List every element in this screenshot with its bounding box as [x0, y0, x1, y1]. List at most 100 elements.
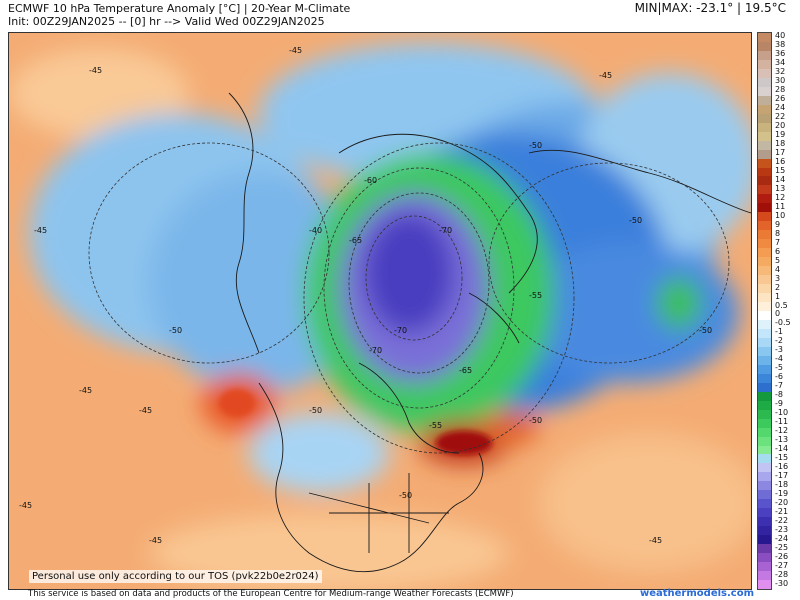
color-scale-swatch	[758, 95, 771, 106]
color-scale-label: -9	[775, 399, 783, 409]
color-scale-swatch	[758, 59, 771, 70]
color-scale-label: 4	[775, 264, 781, 274]
color-scale-swatch	[758, 33, 771, 43]
color-scale-label: 19	[775, 130, 786, 140]
color-scale-label: 9	[775, 219, 781, 229]
color-scale-label: 13	[775, 183, 786, 193]
color-scale-swatch	[758, 364, 771, 375]
contour-label: -45	[19, 501, 32, 510]
color-scale-bar	[757, 32, 772, 590]
color-scale-swatch	[758, 526, 771, 536]
color-scale-swatch	[758, 284, 771, 294]
color-scale-swatch	[758, 472, 771, 482]
color-scale-label: 17	[775, 148, 786, 158]
color-scale-swatch	[758, 562, 771, 572]
color-scale-swatch	[758, 68, 771, 79]
tos-note: Personal use only according to our TOS (…	[29, 570, 322, 583]
color-scale-label: -18	[775, 479, 789, 489]
color-scale-swatch	[758, 230, 771, 240]
contour-label: -65	[459, 366, 472, 375]
contour-label: -45	[79, 386, 92, 395]
color-scale-swatch	[758, 41, 771, 52]
color-scale-swatch	[758, 400, 771, 411]
color-scale-label: 28	[775, 85, 786, 95]
color-scale-label: 0	[775, 309, 781, 319]
color-scale-label: 11	[775, 201, 786, 211]
color-scale-swatch	[758, 140, 771, 151]
color-scale-label: -7	[775, 381, 783, 391]
color-scale-swatch	[758, 293, 771, 303]
color-scale-swatch	[758, 571, 771, 581]
color-scale-swatch	[758, 409, 771, 420]
contour-label: -70	[439, 226, 452, 235]
color-scale-swatch	[758, 427, 771, 438]
color-scale-label: -23	[775, 524, 789, 534]
color-scale-label: -3	[775, 345, 783, 355]
color-scale-swatch	[758, 454, 771, 465]
color-scale-label: 24	[775, 103, 786, 113]
color-scale-swatch	[758, 418, 771, 429]
color-scale-swatch	[758, 553, 771, 563]
contour-label: -65	[349, 236, 362, 245]
color-scale-label: 5	[775, 255, 781, 265]
color-scale-swatch	[758, 580, 771, 589]
color-scale-swatch	[758, 328, 771, 339]
contour-label: -70	[369, 346, 382, 355]
color-scale-swatch	[758, 158, 771, 169]
map-title: ECMWF 10 hPa Temperature Anomaly [°C] | …	[8, 2, 351, 15]
color-scale-swatch	[758, 194, 771, 204]
contour-label: -60	[364, 176, 377, 185]
min-max-readout: MIN|MAX: -23.1° | 19.5°C	[634, 1, 786, 15]
contour-label: -55	[529, 291, 542, 300]
contour-label: -45	[649, 536, 662, 545]
color-scale-label: -4	[775, 354, 783, 364]
color-scale-label: 34	[775, 58, 786, 68]
color-scale-label: -13	[775, 435, 789, 445]
color-scale-label: -30	[775, 578, 789, 588]
contour-label: -50	[309, 406, 322, 415]
color-scale-label: -6	[775, 372, 783, 382]
color-scale-label: -2	[775, 336, 783, 346]
color-scale-swatch	[758, 535, 771, 545]
color-scale-label: 20	[775, 121, 786, 131]
contour-label: -55	[429, 421, 442, 430]
map-canvas: -45 -45 -45 -50 -45 -40 -60 -50 -65 -70 …	[9, 33, 751, 589]
contour-label: -50	[529, 141, 542, 150]
anomaly-contours	[88, 142, 730, 454]
color-scale-label: 7	[775, 237, 781, 247]
color-scale-swatch	[758, 337, 771, 348]
color-scale-swatch	[758, 499, 771, 509]
color-scale-swatch	[758, 176, 771, 187]
color-scale-swatch	[758, 275, 771, 285]
color-scale-label: 0.5	[775, 300, 788, 310]
color-scale-swatch	[758, 104, 771, 115]
color-scale-label: -14	[775, 444, 789, 453]
brand-link[interactable]: weathermodels.com	[639, 588, 754, 599]
contour-label: -50	[399, 491, 412, 500]
color-scale-swatch	[758, 266, 771, 276]
color-scale-swatch	[758, 122, 771, 133]
color-scale-label: 36	[775, 49, 786, 59]
color-scale-label: 32	[775, 67, 786, 77]
color-scale-label: -1	[775, 327, 783, 337]
color-scale-label: -16	[775, 461, 789, 471]
color-scale-label: 6	[775, 246, 781, 256]
color-scale-label: -20	[775, 497, 789, 507]
color-scale-label: -12	[775, 426, 789, 436]
contour-label: -70	[394, 326, 407, 335]
color-scale-swatch	[758, 463, 771, 473]
color-scale-label: -17	[775, 470, 789, 480]
color-scale-label: -5	[775, 363, 783, 373]
color-scale-swatch	[758, 302, 771, 312]
contour-label: -50	[169, 326, 182, 335]
color-scale-label: -26	[775, 551, 789, 561]
anomaly-map: -45 -45 -45 -50 -45 -40 -60 -50 -65 -70 …	[8, 32, 752, 590]
color-scale-swatch	[758, 319, 771, 330]
color-scale-label: 8	[775, 228, 781, 238]
contour-label: -45	[149, 536, 162, 545]
color-scale-labels: 40 38 36 34 32 30 28 26 24 22 20 19 18 17 16 15 14 13 12 11…	[773, 32, 800, 588]
color-scale-swatch	[758, 311, 771, 321]
color-scale-swatch	[758, 212, 771, 222]
color-scale-label: 22	[775, 112, 786, 122]
color-scale-label: 15	[775, 166, 786, 175]
